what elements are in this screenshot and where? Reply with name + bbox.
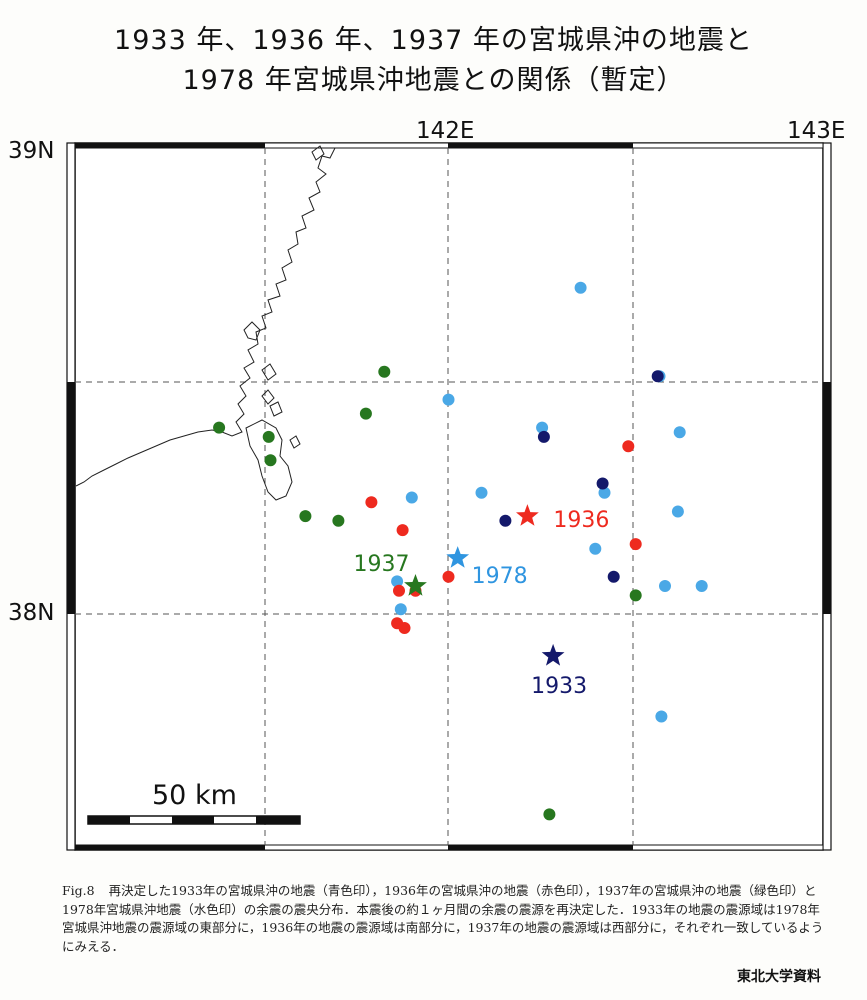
aftershock-epicenter-1978 (671, 505, 684, 518)
aftershock-epicenter-1937 (213, 421, 226, 434)
aftershock-epicenter-1978 (598, 486, 611, 499)
aftershock-epicenter-1933 (596, 477, 609, 490)
aftershock-epicenter-1937 (264, 454, 277, 467)
aftershock-epicenter-1978 (394, 603, 407, 616)
aftershock-epicenter-1978 (695, 580, 708, 592)
aftershock-epicenter-1933 (651, 370, 664, 383)
aftershock-epicenter-1978 (391, 575, 404, 588)
aftershock-epicenter-1978 (673, 426, 686, 439)
latitude-label-39n: 39N (8, 138, 55, 164)
aftershock-epicenter-1937 (332, 514, 345, 527)
aftershock-epicenter-1936 (398, 622, 411, 634)
aftershock-epicenter-1936 (629, 538, 642, 551)
mainshock-star-1978 (446, 546, 470, 568)
aftershock-epicenter-1978 (536, 421, 549, 434)
aftershock-epicenter-1937 (359, 407, 372, 420)
mainshock-label-1937: 1937 (353, 552, 410, 578)
aftershock-epicenter-1936 (396, 524, 409, 537)
mainshock-label-1936: 1936 (553, 508, 610, 534)
figure-number: Fig.8 (62, 883, 95, 898)
mainshock-label-1933: 1933 (531, 673, 588, 699)
longitude-label-143e: 143E (787, 118, 846, 144)
mainshock-star-1933 (541, 643, 565, 666)
scale-bar (87, 815, 301, 825)
map-frame (66, 142, 832, 851)
aftershock-epicenter-1937 (543, 808, 556, 821)
longitude-label-142e: 142E (416, 118, 475, 144)
mainshock-star-1937 (404, 574, 427, 596)
aftershock-epicenter-1937 (378, 365, 391, 378)
aftershock-epicenter-1978 (659, 580, 671, 592)
map-title-line1: 1933 年、1936 年、1937 年の宮城県沖の地震と (114, 25, 753, 56)
mainshock-star-1936 (516, 504, 539, 526)
aftershock-epicenter-1933 (537, 430, 550, 443)
aftershock-epicenter-1936 (393, 584, 405, 597)
aftershock-epicenter-1933 (607, 570, 620, 583)
aftershock-epicenter-1937 (629, 589, 642, 602)
source-credit: 東北大学資料 (737, 969, 821, 985)
scale-bar-label: 50 km (152, 780, 237, 811)
aftershock-epicenter-1936 (365, 496, 378, 509)
graticule (75, 148, 823, 845)
aftershock-epicenter-1978 (405, 491, 418, 504)
aftershock-epicenter-1978 (589, 542, 602, 555)
figure-caption: Fig.8 再決定した1933年の宮城県沖の地震（青色印），1936年の宮城県沖の… (62, 882, 832, 956)
aftershock-epicenter-1933 (499, 514, 512, 527)
aftershock-epicenter-1937 (299, 510, 312, 523)
aftershock-epicenter-1978 (475, 486, 488, 499)
aftershock-epicenter-1936 (442, 570, 455, 583)
aftershock-epicenter-1937 (262, 430, 275, 443)
aftershock-epicenter-1936 (622, 440, 635, 453)
map-title-line2: 1978 年宮城県沖地震との関係（暫定） (182, 65, 685, 96)
caption-text: 再決定した1933年の宮城県沖の地震（青色印），1936年の宮城県沖の地震（赤色… (62, 883, 824, 954)
mainshock-label-1978: 1978 (471, 564, 528, 590)
coastline (75, 145, 336, 501)
aftershock-epicenter-1978 (574, 281, 587, 294)
latitude-label-38n: 38N (8, 600, 55, 626)
aftershock-epicenter-1978 (655, 710, 668, 723)
aftershock-layer (213, 281, 708, 821)
aftershock-epicenter-1978 (442, 393, 455, 406)
mainshock-layer (404, 504, 565, 666)
